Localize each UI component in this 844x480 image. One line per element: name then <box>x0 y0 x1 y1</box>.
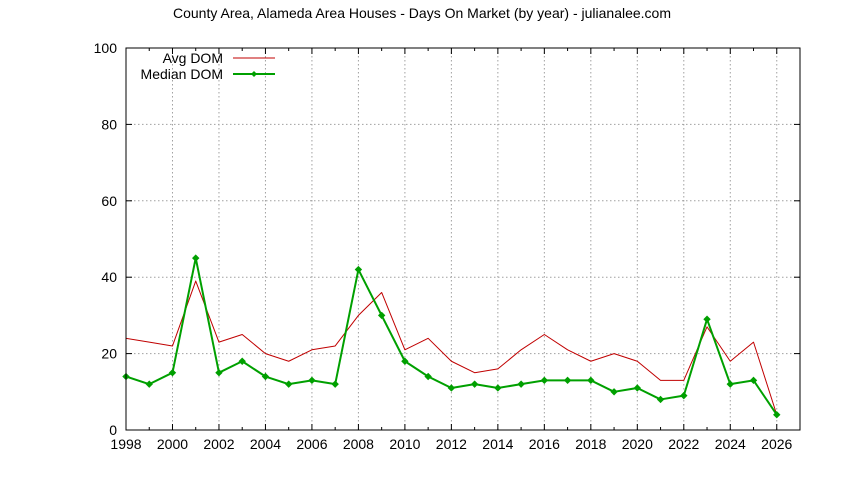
median-dom-point <box>354 265 363 274</box>
median-dom-point <box>284 380 293 388</box>
y-tick-label: 100 <box>94 40 118 56</box>
median-dom-point <box>540 376 549 385</box>
median-dom-point <box>773 411 781 419</box>
median-dom-point <box>749 376 758 385</box>
median-dom-point <box>168 368 177 377</box>
x-tick-label: 2008 <box>343 436 374 452</box>
x-tick-label: 2014 <box>482 436 513 452</box>
y-tick-label: 0 <box>109 422 117 438</box>
x-tick-label: 2020 <box>622 436 653 452</box>
chart-title: County Area, Alameda Area Houses - Days … <box>173 5 671 21</box>
median-dom-point <box>517 380 525 388</box>
median-dom-point <box>377 311 386 320</box>
avg-dom-line <box>125 280 778 415</box>
median-dom-point <box>145 380 153 388</box>
median-dom-point <box>331 380 339 388</box>
median-dom-point <box>215 368 223 377</box>
y-tick-label: 40 <box>101 269 117 285</box>
x-tick-label: 2004 <box>250 436 281 452</box>
median-dom-point <box>563 376 572 385</box>
median-dom-point <box>703 315 711 323</box>
median-dom-point <box>633 384 642 392</box>
axis-ticks: 1998 2000 2002 2004 2006 2008 2010 2012 2014 2016… <box>94 40 800 452</box>
x-tick-label: 2022 <box>668 436 699 452</box>
x-tick-label: 2024 <box>715 436 746 452</box>
median-dom-point <box>680 391 688 400</box>
median-dom-point <box>726 380 734 388</box>
median-dom-point <box>447 384 456 392</box>
x-tick-label: 2002 <box>203 436 234 452</box>
median-dom-point <box>656 395 665 404</box>
median-dom-point <box>308 376 316 385</box>
median-dom-point <box>610 388 618 396</box>
y-tick-label: 20 <box>101 346 117 362</box>
median-dom-point <box>470 380 479 388</box>
x-tick-label: 2018 <box>575 436 606 452</box>
y-tick-label: 60 <box>101 193 117 209</box>
y-tick-label: 80 <box>101 116 117 132</box>
x-tick-label: 2012 <box>436 436 467 452</box>
x-tick-label: 2000 <box>157 436 188 452</box>
x-tick-label: 2026 <box>761 436 792 452</box>
plot-frame <box>125 47 801 431</box>
median-dom-point <box>587 376 595 385</box>
median-dom-point <box>424 372 432 381</box>
median-dom-legend-marker <box>251 71 257 77</box>
median-dom-point <box>238 357 246 365</box>
median-dom-point <box>192 254 200 262</box>
avg-dom-legend-label: Avg DOM <box>163 50 223 66</box>
grid-lines <box>126 48 800 430</box>
x-tick-label: 2010 <box>389 436 420 452</box>
median-dom-point <box>494 384 502 392</box>
series-lines <box>122 254 781 419</box>
x-tick-label: 1998 <box>110 436 141 452</box>
x-tick-label: 2016 <box>529 436 560 452</box>
median-dom-point <box>261 372 270 381</box>
x-tick-label: 2006 <box>296 436 327 452</box>
median-dom-point <box>401 357 409 365</box>
median-dom-legend-label: Median DOM <box>141 66 223 82</box>
